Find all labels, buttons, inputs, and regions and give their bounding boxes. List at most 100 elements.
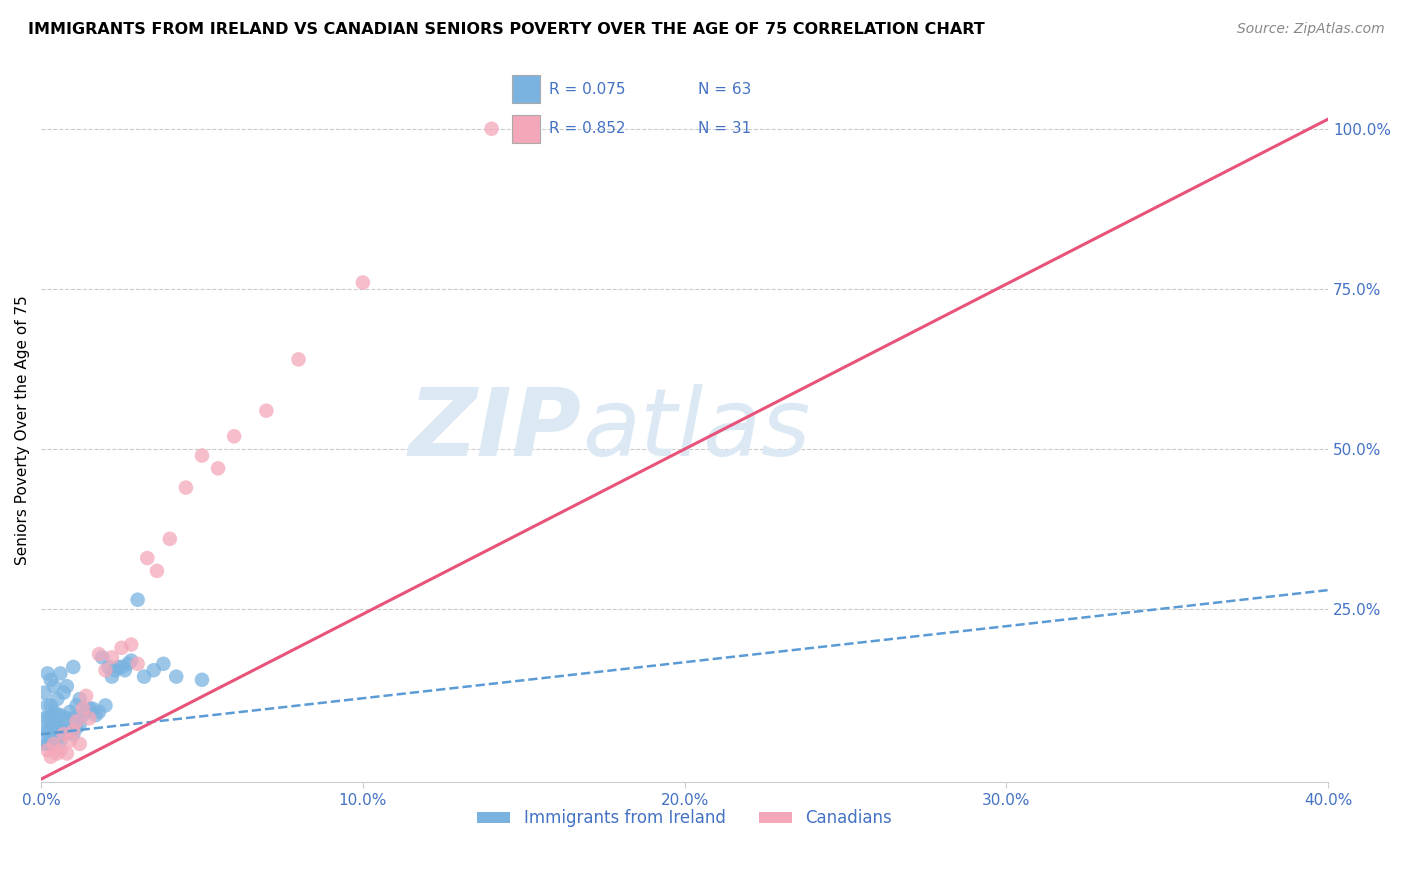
Point [39, 698, 62, 713]
Point [79, 701, 101, 715]
Point [49, 721, 72, 735]
Point [52, 685, 75, 699]
Point [82, 701, 104, 715]
Point [39, 711, 62, 725]
Point [59, 724, 82, 739]
Point [191, 449, 214, 463]
Point [254, 403, 277, 417]
Point [191, 673, 214, 687]
Point [34, 737, 56, 751]
Point [132, 670, 155, 684]
Point [49, 733, 72, 747]
Point [37, 743, 59, 757]
Point [52, 714, 75, 729]
Point [107, 660, 129, 674]
Point [91, 650, 114, 665]
Point [94, 698, 117, 713]
Point [224, 429, 246, 443]
Text: IMMIGRANTS FROM IRELAND VS CANADIAN SENIORS POVERTY OVER THE AGE OF 75 CORRELATI: IMMIGRANTS FROM IRELAND VS CANADIAN SENI… [28, 22, 984, 37]
Point [352, 276, 374, 290]
Point [65, 714, 87, 729]
Point [127, 657, 149, 671]
Point [110, 640, 132, 655]
Point [75, 705, 97, 719]
Point [62, 660, 84, 674]
Point [146, 564, 169, 578]
Point [39, 737, 62, 751]
Point [104, 663, 127, 677]
Y-axis label: Seniors Poverty Over the Age of 75: Seniors Poverty Over the Age of 75 [15, 295, 30, 565]
Point [34, 724, 56, 739]
Point [69, 737, 91, 751]
Point [69, 717, 91, 731]
Point [46, 692, 69, 706]
Point [152, 657, 174, 671]
Text: Source: ZipAtlas.com: Source: ZipAtlas.com [1237, 22, 1385, 37]
Point [46, 721, 69, 735]
Point [37, 666, 59, 681]
Text: atlas: atlas [582, 384, 810, 475]
Point [65, 721, 87, 735]
Point [46, 731, 69, 745]
Point [56, 747, 79, 761]
Point [142, 663, 165, 677]
Legend: Immigrants from Ireland, Canadians: Immigrants from Ireland, Canadians [471, 803, 898, 834]
FancyBboxPatch shape [512, 76, 540, 103]
Point [62, 724, 84, 739]
Point [101, 670, 124, 684]
Point [37, 698, 59, 713]
Point [52, 727, 75, 741]
Point [72, 701, 94, 715]
Point [37, 724, 59, 739]
Point [37, 737, 59, 751]
Point [174, 481, 197, 495]
Text: R = 0.852: R = 0.852 [550, 121, 626, 136]
Point [97, 660, 120, 674]
Point [46, 708, 69, 723]
Point [56, 724, 79, 739]
Point [94, 663, 117, 677]
Point [49, 708, 72, 723]
FancyBboxPatch shape [512, 115, 540, 143]
Point [46, 747, 69, 761]
Point [159, 532, 181, 546]
Point [62, 727, 84, 741]
Point [56, 711, 79, 725]
Point [37, 711, 59, 725]
Point [42, 705, 65, 719]
Text: N = 63: N = 63 [697, 82, 751, 97]
Point [127, 592, 149, 607]
Point [34, 685, 56, 699]
Point [49, 743, 72, 757]
Point [117, 657, 139, 671]
Point [59, 733, 82, 747]
Point [79, 711, 101, 725]
Point [101, 650, 124, 665]
Point [49, 666, 72, 681]
Text: N = 31: N = 31 [697, 121, 751, 136]
Point [110, 660, 132, 674]
Point [114, 663, 136, 677]
Point [287, 352, 309, 367]
Point [87, 647, 110, 661]
Point [120, 654, 142, 668]
Point [165, 670, 187, 684]
Point [39, 724, 62, 739]
Point [39, 673, 62, 687]
Point [42, 717, 65, 731]
Point [72, 708, 94, 723]
Text: R = 0.075: R = 0.075 [550, 82, 626, 97]
Point [69, 692, 91, 706]
Point [42, 737, 65, 751]
Point [39, 749, 62, 764]
Point [62, 711, 84, 725]
Point [481, 121, 503, 136]
Point [52, 727, 75, 741]
Point [34, 711, 56, 725]
Point [136, 551, 159, 566]
Point [59, 705, 82, 719]
Point [56, 679, 79, 693]
Point [65, 698, 87, 713]
Text: ZIP: ZIP [409, 384, 582, 476]
Point [120, 638, 142, 652]
